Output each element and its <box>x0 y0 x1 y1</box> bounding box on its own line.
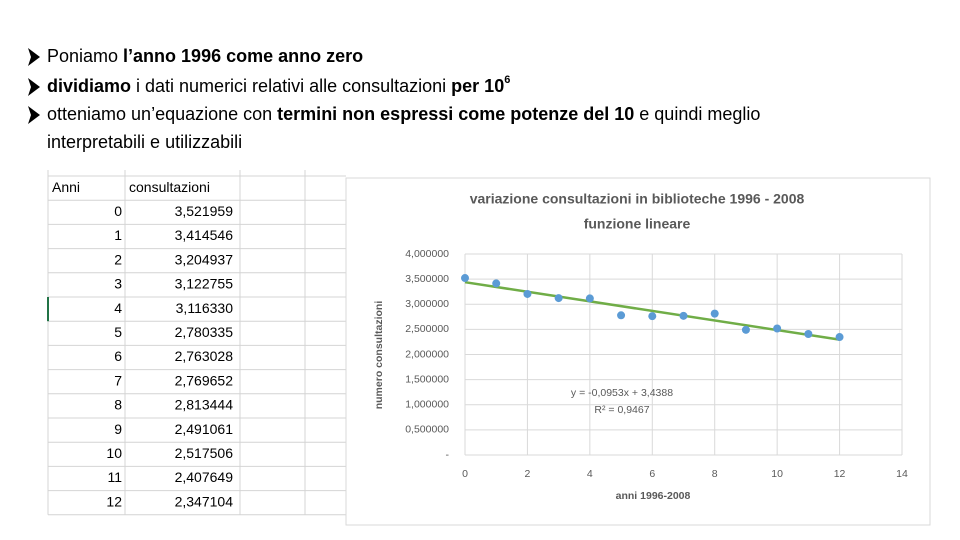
text-segment: e quindi meglio <box>634 104 760 124</box>
y-tick-label: 0,500000 <box>405 424 449 436</box>
x-tick-label: 8 <box>712 468 718 480</box>
text-segment: l’anno 1996 come anno zero <box>123 46 363 66</box>
table-cell: 2,763028 <box>175 348 234 364</box>
y-tick-label: 4,000000 <box>405 248 449 260</box>
x-tick-label: 12 <box>834 468 846 480</box>
bullet-arrow <box>28 78 40 96</box>
table-cell: 3,122755 <box>175 276 234 292</box>
x-tick-label: 6 <box>649 468 655 480</box>
table-cell: 11 <box>107 469 122 485</box>
data-point <box>523 289 532 298</box>
data-point <box>773 324 782 333</box>
text-segment: dividiamo <box>47 76 131 96</box>
x-axis-label: anni 1996-2008 <box>616 490 691 502</box>
text-segment: per 10 <box>451 76 504 96</box>
table-cell: 2,517506 <box>175 445 234 461</box>
data-point <box>741 325 750 334</box>
x-tick-label: 14 <box>896 468 908 480</box>
table-cell: 3,204937 <box>175 251 234 267</box>
table-cell: 3 <box>114 276 122 292</box>
table-cell: 10 <box>106 445 122 461</box>
x-tick-label: 2 <box>525 468 531 480</box>
trend-equation: y = -0,0953x + 3,4388 <box>571 387 673 399</box>
y-tick-label: - <box>446 449 450 461</box>
text-segment: i dati numerici relativi alle consultazi… <box>131 76 451 96</box>
bullet-continuation: interpretabili e utilizzabili <box>47 132 242 152</box>
table-header: Anni <box>52 179 80 195</box>
data-point <box>648 312 657 321</box>
data-point <box>554 294 563 303</box>
bullet-arrow <box>28 106 40 124</box>
text-segment: otteniamo un’equazione con <box>47 104 277 124</box>
y-tick-label: 1,000000 <box>405 399 449 411</box>
data-point <box>492 279 501 288</box>
r-squared: R² = 0,9467 <box>594 404 649 416</box>
data-point <box>585 294 594 303</box>
table-cell: 12 <box>106 493 122 509</box>
table-cell: 6 <box>114 348 122 364</box>
bullet: dividiamo i dati numerici relativi alle … <box>47 74 510 96</box>
x-tick-label: 0 <box>462 468 468 480</box>
table-cell: 8 <box>114 397 122 413</box>
data-point <box>710 309 719 318</box>
table-header: consultazioni <box>129 179 210 195</box>
table-cell: 2,780335 <box>175 324 234 340</box>
data-point <box>679 311 688 320</box>
chart-frame <box>345 177 931 526</box>
table-cell: 3,414546 <box>175 227 234 243</box>
table-cell: 4 <box>114 300 122 316</box>
y-tick-label: 2,000000 <box>405 348 449 360</box>
bullet: otteniamo un’equazione con termini non e… <box>47 104 760 124</box>
bullet-arrow <box>28 48 40 66</box>
table-cell: 2,769652 <box>175 372 234 388</box>
x-tick-label: 4 <box>587 468 593 480</box>
text-segment: termini non espressi come potenze del 10 <box>277 104 634 124</box>
y-tick-label: 3,500000 <box>405 273 449 285</box>
y-tick-label: 3,000000 <box>405 298 449 310</box>
y-tick-label: 1,500000 <box>405 373 449 385</box>
y-axis-label: numero consultazioni <box>373 301 385 410</box>
chart: variazione consultazioni in biblioteche … <box>373 191 908 502</box>
table-cell: 3,116330 <box>176 300 234 316</box>
bullet: Poniamo l’anno 1996 come anno zero <box>47 46 363 66</box>
text-segment: Poniamo <box>47 46 123 66</box>
superscript: 6 <box>504 74 510 86</box>
data-point <box>804 330 813 339</box>
table-cell: 2,491061 <box>175 421 234 437</box>
table-cell: 2,407649 <box>175 469 234 485</box>
table-cell: 2 <box>114 251 122 267</box>
table-cell: 2,813444 <box>175 397 234 413</box>
x-tick-label: 10 <box>771 468 783 480</box>
data-point <box>461 274 469 283</box>
bullet-list: Poniamo l’anno 1996 come anno zero divid… <box>28 46 760 152</box>
table-cell: 3,521959 <box>175 203 234 219</box>
table-cell: 1 <box>114 227 122 243</box>
spreadsheet: Anni consultazioni 0 3,521959 1 3,414546 2 3,20… <box>47 170 346 516</box>
table-cell: 0 <box>114 203 122 219</box>
data-point <box>835 333 844 342</box>
table-cell: 2,347104 <box>175 493 234 509</box>
table-cell: 5 <box>114 324 122 340</box>
y-tick-label: 2,500000 <box>405 323 449 335</box>
table-cell: 7 <box>114 372 122 388</box>
chart-title: variazione consultazioni in biblioteche … <box>470 191 805 207</box>
data-point <box>617 311 626 320</box>
chart-title: funzione lineare <box>584 216 691 232</box>
table-cell: 9 <box>114 421 122 437</box>
